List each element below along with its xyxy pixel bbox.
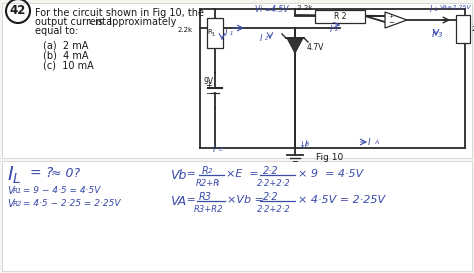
Text: R1: R1 <box>13 188 22 194</box>
Bar <box>456 15 470 43</box>
Text: =: = <box>183 169 200 179</box>
Text: R2: R2 <box>13 201 22 207</box>
Text: × 9  = 4·5V: × 9 = 4·5V <box>298 169 363 179</box>
Text: C: C <box>219 147 223 152</box>
Text: R2+R: R2+R <box>196 179 220 188</box>
Text: equal to:: equal to: <box>35 26 78 36</box>
Text: 42: 42 <box>10 4 26 17</box>
Text: V: V <box>7 186 14 196</box>
Text: I: I <box>432 29 435 39</box>
Text: I: I <box>225 29 228 38</box>
Text: I: I <box>213 145 216 154</box>
Text: 4.7V: 4.7V <box>307 43 324 52</box>
Text: is approximately: is approximately <box>92 17 176 27</box>
Text: = ?: = ? <box>30 166 54 180</box>
Text: Vi =4.5V: Vi =4.5V <box>255 5 289 14</box>
Text: 2.2k: 2.2k <box>472 26 474 32</box>
Text: × 4·5V = 2·25V: × 4·5V = 2·25V <box>298 195 385 205</box>
Text: 2·2: 2·2 <box>263 166 279 176</box>
Text: 2·2: 2·2 <box>263 192 279 202</box>
Text: For the circuit shown in Fig 10, the: For the circuit shown in Fig 10, the <box>35 8 204 18</box>
Bar <box>315 10 365 23</box>
Text: A: A <box>374 140 378 145</box>
Bar <box>207 18 223 48</box>
Text: 1: 1 <box>230 31 234 36</box>
Text: 2.2k: 2.2k <box>295 5 312 11</box>
Text: L: L <box>435 7 438 12</box>
Text: R: R <box>207 29 212 35</box>
Text: Fig 10: Fig 10 <box>316 153 344 162</box>
Text: B: B <box>305 142 309 147</box>
Text: 2: 2 <box>208 168 212 174</box>
Text: 2.2k: 2.2k <box>178 27 193 33</box>
Text: 1: 1 <box>216 181 220 186</box>
Text: 2·2+2·2: 2·2+2·2 <box>257 205 291 214</box>
Text: +: + <box>205 82 212 91</box>
Text: I: I <box>330 25 332 34</box>
Text: V: V <box>7 199 14 209</box>
Text: ↓I: ↓I <box>298 140 308 149</box>
Text: ≈ 0?: ≈ 0? <box>47 167 80 180</box>
Text: I: I <box>260 34 263 43</box>
Text: VA=2.25V: VA=2.25V <box>440 5 472 10</box>
Text: VA: VA <box>170 195 186 208</box>
Text: ×E  =: ×E = <box>226 169 259 179</box>
Bar <box>2 161 472 271</box>
Text: = 9 − 4·5 = 4·5V: = 9 − 4·5 = 4·5V <box>20 186 100 195</box>
Text: R 2: R 2 <box>334 12 346 21</box>
Text: =: = <box>183 195 200 205</box>
Text: 1: 1 <box>211 31 214 37</box>
Text: 9V: 9V <box>204 76 214 85</box>
Polygon shape <box>287 38 303 53</box>
Text: −: − <box>205 90 212 99</box>
Text: +: + <box>388 13 393 19</box>
Text: (c)  10 mA: (c) 10 mA <box>43 61 94 71</box>
Text: 2: 2 <box>335 27 338 32</box>
Text: R: R <box>202 166 209 176</box>
Text: R3+R2: R3+R2 <box>194 205 224 214</box>
Text: output current I: output current I <box>35 17 112 27</box>
Text: R3: R3 <box>199 192 212 202</box>
Text: Vb: Vb <box>170 169 186 182</box>
Text: I: I <box>430 5 432 14</box>
Text: = 4·5 − 2·25 = 2·25V: = 4·5 − 2·25 = 2·25V <box>20 199 120 208</box>
Text: 2·2+2·2: 2·2+2·2 <box>257 179 291 188</box>
Text: (a)  2 mA: (a) 2 mA <box>43 41 88 51</box>
Text: L: L <box>88 19 92 25</box>
Text: $I_L$: $I_L$ <box>7 165 21 186</box>
Text: 2: 2 <box>265 36 268 41</box>
Text: −: − <box>388 20 394 26</box>
Text: 3: 3 <box>438 32 443 38</box>
Text: I: I <box>368 138 371 147</box>
Text: (b)  4 mA: (b) 4 mA <box>43 51 89 61</box>
Polygon shape <box>385 12 407 28</box>
Bar <box>2 3 472 158</box>
Text: ×Vb =: ×Vb = <box>227 195 264 205</box>
